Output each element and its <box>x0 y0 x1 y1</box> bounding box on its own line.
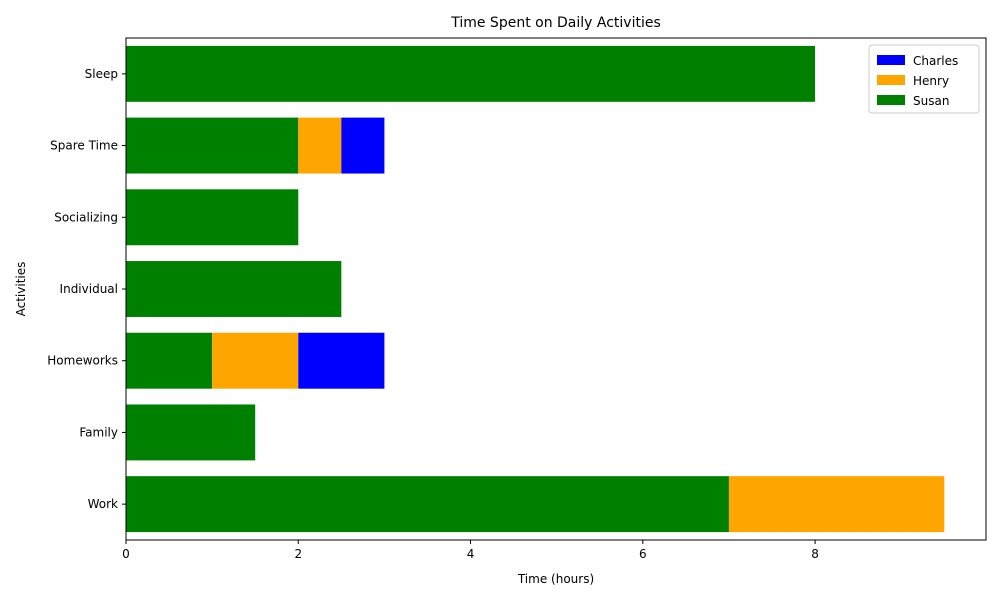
y-tick-label: Spare Time <box>50 139 118 153</box>
legend: Charles Henry Susan <box>868 44 980 114</box>
bar-susan-family <box>126 404 256 461</box>
y-tick-label: Homeworks <box>47 354 118 368</box>
legend-swatch-charles <box>877 55 905 65</box>
ticks-layer: 0 2 4 6 8 Work Family Homeworks Individual Social… <box>47 67 819 561</box>
bar-susan-homeworks <box>126 332 213 389</box>
x-tick-label: 6 <box>639 547 647 561</box>
y-tick-label: Work <box>88 497 118 511</box>
bar-susan-sleep <box>126 45 816 102</box>
y-tick-label: Individual <box>60 282 118 296</box>
bar-henry-work <box>728 476 945 533</box>
chart-title: Time Spent on Daily Activities <box>450 15 661 31</box>
bar-henry-homeworks <box>212 332 299 389</box>
bar-charles-homeworks <box>298 332 385 389</box>
x-tick-label: 8 <box>811 547 819 561</box>
x-axis-label: Time (hours) <box>517 572 594 586</box>
y-tick-label: Family <box>79 425 118 439</box>
bar-susan-socializing <box>126 189 299 246</box>
bar-susan-work <box>126 476 729 533</box>
x-tick-label: 0 <box>122 547 130 561</box>
y-axis-label: Activities <box>14 262 28 317</box>
legend-swatch-susan <box>877 95 905 105</box>
bars-layer <box>126 45 945 533</box>
y-tick-label: Sleep <box>85 67 118 81</box>
x-tick-label: 4 <box>467 547 475 561</box>
legend-swatch-henry <box>877 75 905 85</box>
legend-label-susan: Susan <box>913 94 949 108</box>
bar-henry-spare-time <box>298 117 342 174</box>
x-tick-label: 2 <box>294 547 302 561</box>
legend-label-henry: Henry <box>913 74 949 88</box>
legend-label-charles: Charles <box>913 54 958 68</box>
y-tick-label: Socializing <box>54 210 118 224</box>
bar-susan-individual <box>126 261 342 317</box>
bar-susan-spare-time <box>126 117 299 174</box>
bar-charles-spare-time <box>341 117 385 174</box>
